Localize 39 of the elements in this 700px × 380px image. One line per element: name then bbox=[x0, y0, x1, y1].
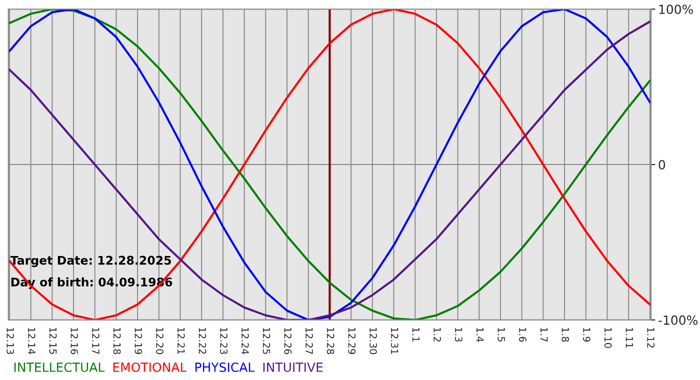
x-tick-label: 12.22 bbox=[198, 328, 206, 354]
x-tick-label: 12.29 bbox=[348, 328, 356, 354]
x-tick-label: 1.2 bbox=[434, 328, 441, 342]
text: INTUITIVE bbox=[263, 362, 323, 372]
x-tick-label: 12.17 bbox=[92, 328, 100, 354]
x-tick-label: 12.23 bbox=[220, 328, 228, 354]
annotation: Target Date: 12.28.2025 bbox=[10, 256, 171, 268]
text: INTELLECTUAL bbox=[14, 362, 105, 372]
x-tick-label: 1.9 bbox=[583, 328, 590, 342]
x-tick-label: 1.8 bbox=[562, 328, 570, 342]
x-tick-label: 12.15 bbox=[49, 328, 57, 354]
x-tick-label: 12.20 bbox=[156, 328, 164, 354]
y-tick-label: 0 bbox=[658, 160, 666, 170]
x-tick-label: 1.11 bbox=[626, 328, 633, 348]
y-tick-label: 100% bbox=[659, 4, 693, 14]
x-tick-label: 12.19 bbox=[134, 328, 142, 354]
text: EMOTIONAL bbox=[113, 362, 187, 372]
x-tick-label: 12.28 bbox=[326, 328, 334, 354]
x-tick-label: 12.27 bbox=[306, 328, 313, 354]
x-tick-label: 12.24 bbox=[242, 328, 249, 354]
x-tick-label: 1.3 bbox=[454, 328, 462, 342]
x-tick-label: 1.10 bbox=[604, 328, 612, 348]
x-tick-label: 12.30 bbox=[370, 328, 377, 354]
x-tick-label: 12.26 bbox=[284, 328, 292, 354]
x-tick-label: 12.21 bbox=[178, 328, 185, 354]
x-tick-label: 12.25 bbox=[262, 328, 270, 354]
x-tick-label: 1.4 bbox=[476, 328, 484, 342]
x-tick-label: 1.5 bbox=[498, 328, 505, 342]
x-tick-label: 1.6 bbox=[519, 328, 526, 342]
text: PHYSICAL bbox=[195, 362, 255, 372]
x-tick-label: 12.13 bbox=[6, 328, 14, 354]
x-tick-label: 12.31 bbox=[390, 328, 398, 354]
x-tick-label: 1.12 bbox=[647, 328, 654, 348]
x-tick-label: 1.7 bbox=[540, 328, 548, 342]
x-tick-label: 12.18 bbox=[113, 328, 121, 354]
x-tick-label: 1.1 bbox=[412, 328, 420, 342]
x-tick-label: 12.16 bbox=[70, 328, 78, 354]
y-tick-label: -100% bbox=[658, 315, 698, 325]
x-tick-label: 12.14 bbox=[28, 328, 36, 354]
